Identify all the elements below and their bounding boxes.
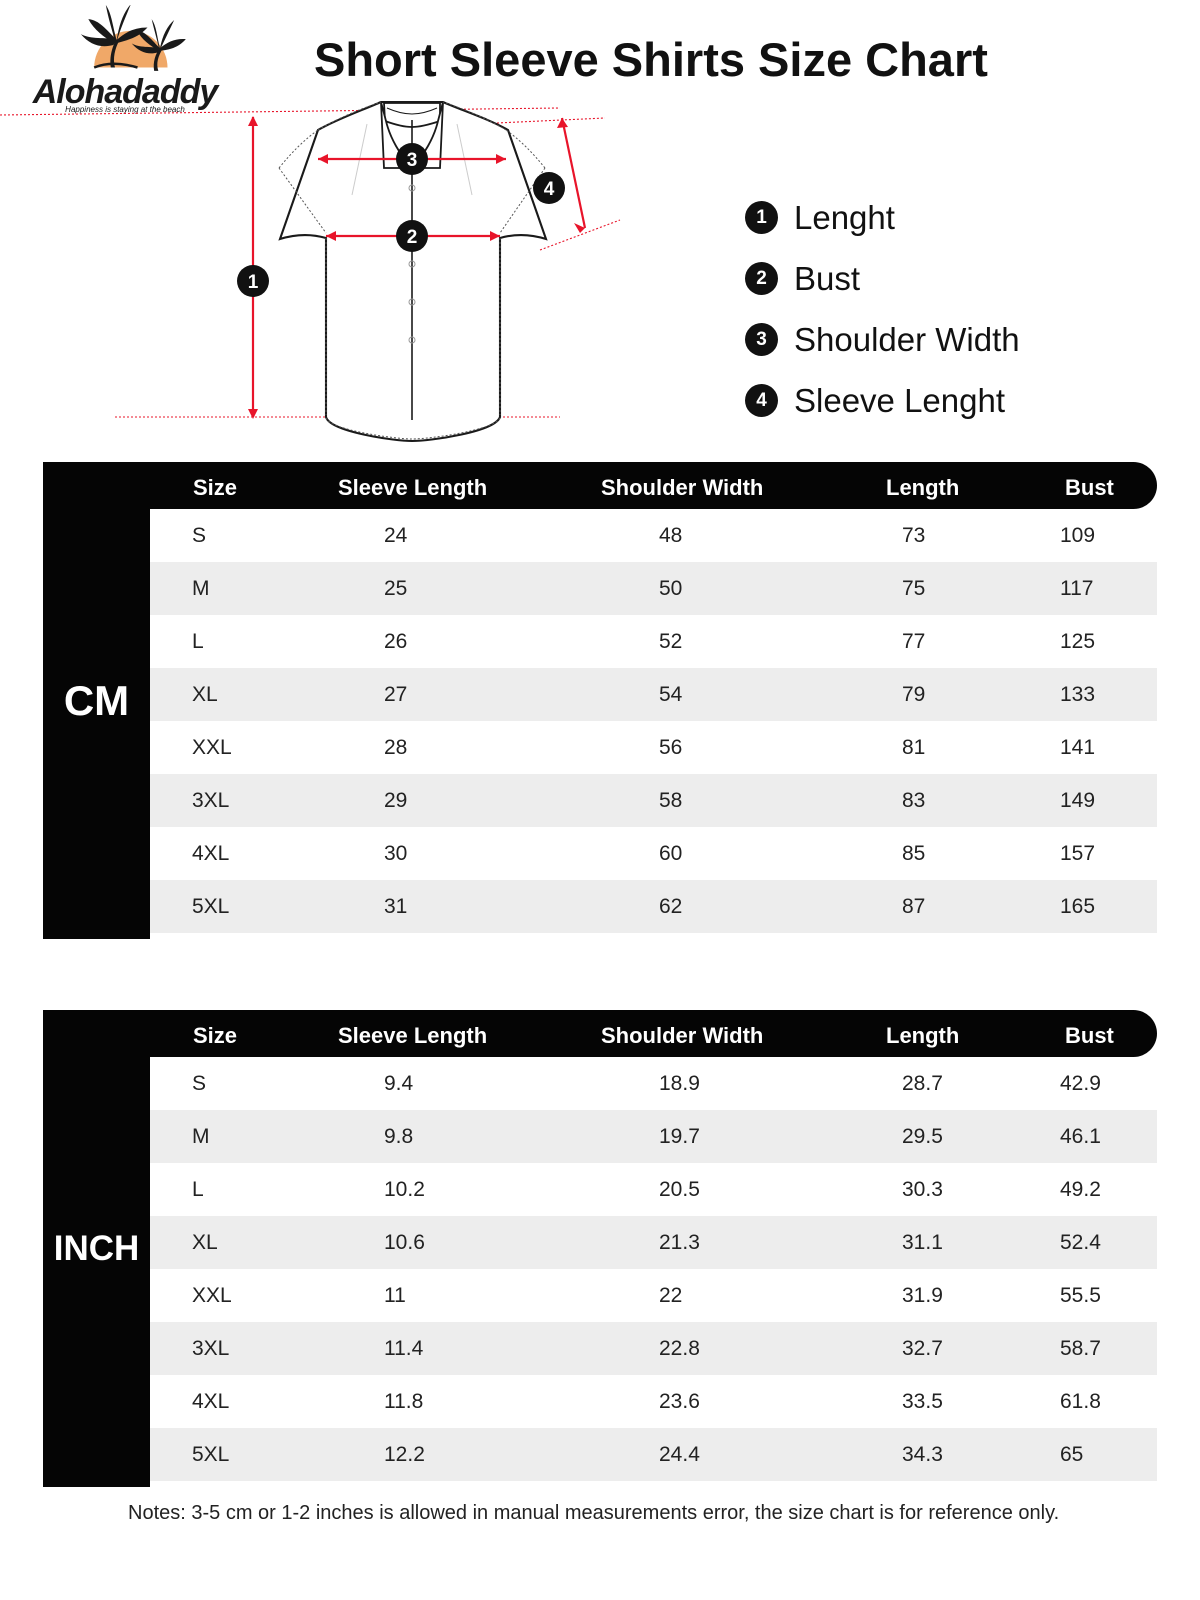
svg-text:4: 4 [544, 179, 555, 200]
svg-text:3: 3 [407, 150, 418, 171]
svg-text:2: 2 [407, 227, 418, 248]
svg-text:1: 1 [248, 272, 259, 293]
